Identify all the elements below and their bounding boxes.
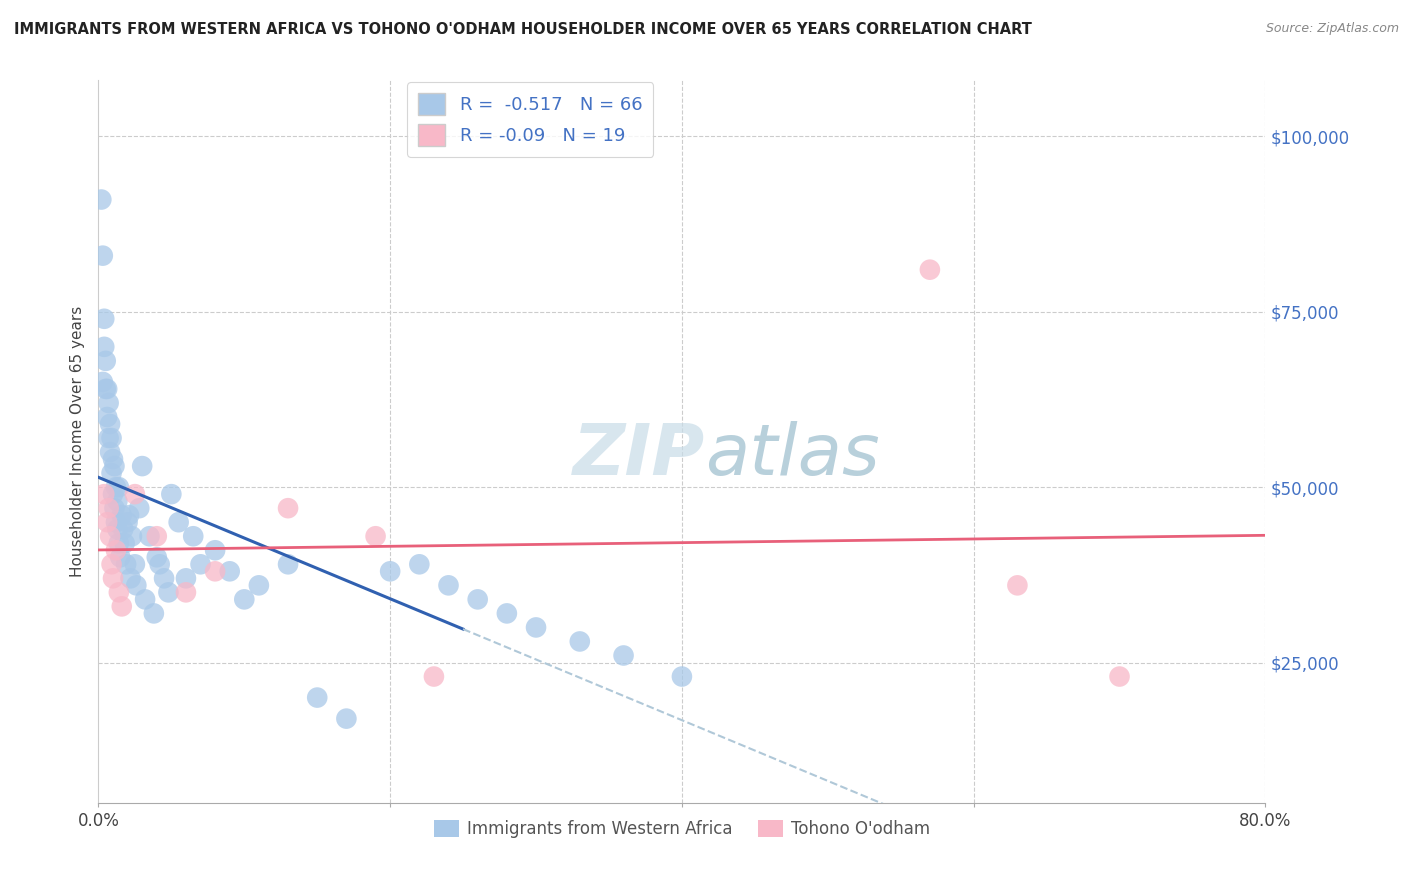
- Point: [105, 494, 128, 508]
- Point: [153, 571, 176, 585]
- Point: [612, 648, 634, 663]
- Point: [408, 558, 430, 572]
- Text: IMMIGRANTS FROM WESTERN AFRICA VS TOHONO O'ODHAM HOUSEHOLDER INCOME OVER 65 YEAR: IMMIGRANTS FROM WESTERN AFRICA VS TOHONO…: [14, 22, 1032, 37]
- Point: [108, 585, 131, 599]
- Point: [100, 431, 122, 445]
- Point: [121, 529, 143, 543]
- Point: [146, 550, 169, 565]
- Point: [277, 501, 299, 516]
- Point: [146, 529, 169, 543]
- Point: [671, 669, 693, 683]
- Point: [118, 508, 141, 523]
- Point: [115, 558, 138, 572]
- Point: [124, 558, 146, 572]
- Point: [100, 558, 122, 572]
- Point: [110, 550, 132, 565]
- Point: [496, 607, 519, 621]
- Point: [157, 585, 180, 599]
- Point: [167, 515, 190, 529]
- Point: [174, 585, 197, 599]
- Point: [93, 311, 115, 326]
- Point: [142, 607, 165, 621]
- Point: [98, 529, 121, 543]
- Point: [94, 382, 117, 396]
- Point: [97, 431, 120, 445]
- Point: [114, 536, 136, 550]
- Point: [380, 564, 402, 578]
- Point: [1108, 669, 1130, 683]
- Point: [90, 193, 112, 207]
- Point: [125, 578, 148, 592]
- Point: [364, 529, 387, 543]
- Point: [335, 712, 357, 726]
- Point: [181, 529, 204, 543]
- Point: [437, 578, 460, 592]
- Point: [204, 543, 226, 558]
- Point: [97, 501, 120, 516]
- Point: [134, 592, 156, 607]
- Point: [131, 459, 153, 474]
- Point: [108, 480, 131, 494]
- Point: [138, 529, 160, 543]
- Point: [467, 592, 489, 607]
- Point: [918, 262, 941, 277]
- Point: [96, 382, 118, 396]
- Point: [101, 452, 124, 467]
- Point: [149, 558, 172, 572]
- Point: [128, 501, 150, 516]
- Point: [98, 445, 121, 459]
- Point: [204, 564, 226, 578]
- Text: Source: ZipAtlas.com: Source: ZipAtlas.com: [1265, 22, 1399, 36]
- Point: [124, 487, 146, 501]
- Text: atlas: atlas: [706, 422, 880, 491]
- Point: [108, 536, 131, 550]
- Point: [190, 558, 212, 572]
- Point: [93, 487, 115, 501]
- Point: [101, 487, 124, 501]
- Point: [233, 592, 256, 607]
- Point: [568, 634, 591, 648]
- Point: [104, 543, 127, 558]
- Point: [174, 571, 197, 585]
- Point: [97, 396, 120, 410]
- Point: [94, 354, 117, 368]
- Point: [104, 515, 127, 529]
- Point: [101, 571, 124, 585]
- Point: [100, 466, 122, 480]
- Point: [103, 501, 125, 516]
- Point: [91, 249, 114, 263]
- Point: [111, 599, 134, 614]
- Point: [103, 459, 125, 474]
- Point: [96, 515, 118, 529]
- Point: [112, 522, 135, 536]
- Y-axis label: Householder Income Over 65 years: Householder Income Over 65 years: [69, 306, 84, 577]
- Point: [117, 515, 139, 529]
- Point: [524, 620, 547, 634]
- Point: [105, 522, 128, 536]
- Point: [423, 669, 446, 683]
- Point: [93, 340, 115, 354]
- Point: [160, 487, 183, 501]
- Point: [98, 417, 121, 431]
- Point: [96, 409, 118, 424]
- Legend: Immigrants from Western Africa, Tohono O'odham: Immigrants from Western Africa, Tohono O…: [427, 814, 936, 845]
- Point: [247, 578, 270, 592]
- Point: [1007, 578, 1029, 592]
- Point: [307, 690, 329, 705]
- Point: [277, 558, 299, 572]
- Point: [91, 375, 114, 389]
- Point: [218, 564, 240, 578]
- Text: ZIP: ZIP: [574, 422, 706, 491]
- Point: [111, 508, 134, 523]
- Point: [104, 480, 127, 494]
- Point: [120, 571, 142, 585]
